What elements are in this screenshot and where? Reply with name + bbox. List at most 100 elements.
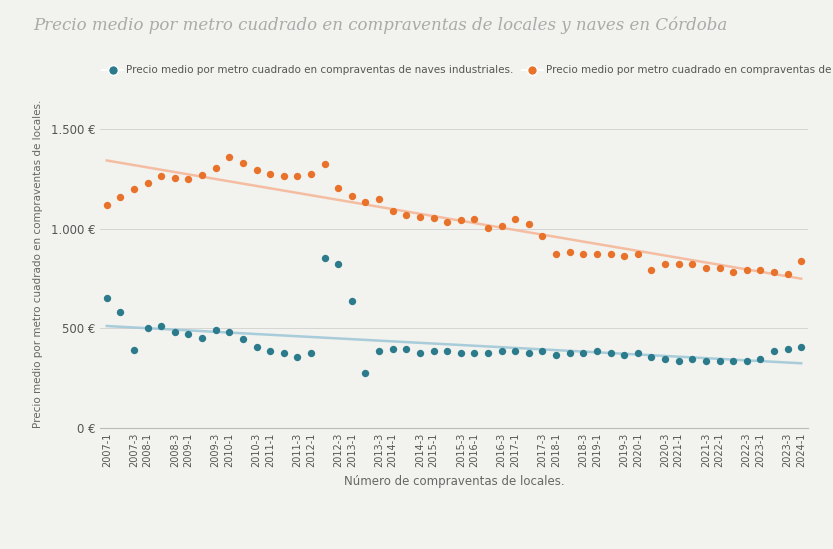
Point [345,297,358,306]
Point [141,178,154,187]
Point [332,183,345,192]
Point [509,347,522,356]
Point [426,213,440,222]
Point [536,231,549,240]
Point [222,152,236,161]
Point [237,158,250,167]
Point [332,259,345,268]
Point [767,347,781,356]
Point [304,349,317,358]
Point [263,169,277,178]
Point [617,251,631,260]
Point [250,165,263,174]
Point [631,249,645,258]
Point [481,223,495,232]
Point [237,335,250,344]
Point [795,343,808,352]
Point [686,355,699,364]
Point [536,347,549,356]
Point [604,349,617,358]
Point [795,256,808,265]
Point [277,349,291,358]
Point [604,249,617,258]
Point [127,346,141,355]
Point [196,334,209,343]
Point [345,191,358,200]
Point [168,328,182,337]
Point [250,343,263,352]
Point [576,249,590,258]
X-axis label: Número de compraventas de locales.: Número de compraventas de locales. [344,475,564,488]
Point [699,263,712,272]
Point [304,169,317,178]
Point [318,253,332,262]
Point [100,200,113,209]
Point [781,345,794,354]
Point [550,351,563,360]
Point [481,349,495,358]
Point [441,347,454,356]
Point [263,347,277,356]
Point [686,259,699,268]
Point [522,349,536,358]
Point [591,249,604,258]
Point [196,170,209,179]
Point [413,212,426,221]
Point [781,269,794,278]
Point [127,184,141,193]
Point [740,265,753,274]
Point [141,324,154,333]
Point [359,197,372,206]
Point [100,294,113,303]
Point [291,353,304,362]
Point [168,173,182,182]
Point [441,217,454,226]
Point [114,192,127,201]
Point [372,194,386,203]
Point [713,263,726,272]
Point [713,357,726,366]
Point [277,171,291,180]
Point [672,259,686,268]
Point [576,349,590,358]
Point [454,215,467,224]
Legend: Precio medio por metro cuadrado en compraventas de naves industriales., Precio m: Precio medio por metro cuadrado en compr… [98,61,833,80]
Point [209,163,222,172]
Point [400,345,413,354]
Y-axis label: Precio medio por metro cuadrado en compraventas de locales.: Precio medio por metro cuadrado en compr… [32,99,42,428]
Point [495,221,508,230]
Point [291,171,304,180]
Point [740,357,753,366]
Point [631,349,645,358]
Point [658,259,671,268]
Point [726,357,740,366]
Point [359,369,372,378]
Point [400,210,413,219]
Point [155,322,168,331]
Point [386,206,399,215]
Point [645,353,658,362]
Point [209,326,222,335]
Point [468,214,481,223]
Point [495,347,508,356]
Point [509,214,522,223]
Point [182,174,195,183]
Point [454,349,467,358]
Point [413,349,426,358]
Point [754,265,767,274]
Point [699,357,712,366]
Point [222,328,236,337]
Point [563,247,576,256]
Point [155,171,168,180]
Point [645,265,658,274]
Point [726,267,740,276]
Point [767,267,781,276]
Point [522,219,536,228]
Point [386,345,399,354]
Point [550,249,563,258]
Text: Precio medio por metro cuadrado en compraventas de locales y naves en Córdoba: Precio medio por metro cuadrado en compr… [33,16,727,34]
Point [114,308,127,317]
Point [182,330,195,339]
Point [468,349,481,358]
Point [591,347,604,356]
